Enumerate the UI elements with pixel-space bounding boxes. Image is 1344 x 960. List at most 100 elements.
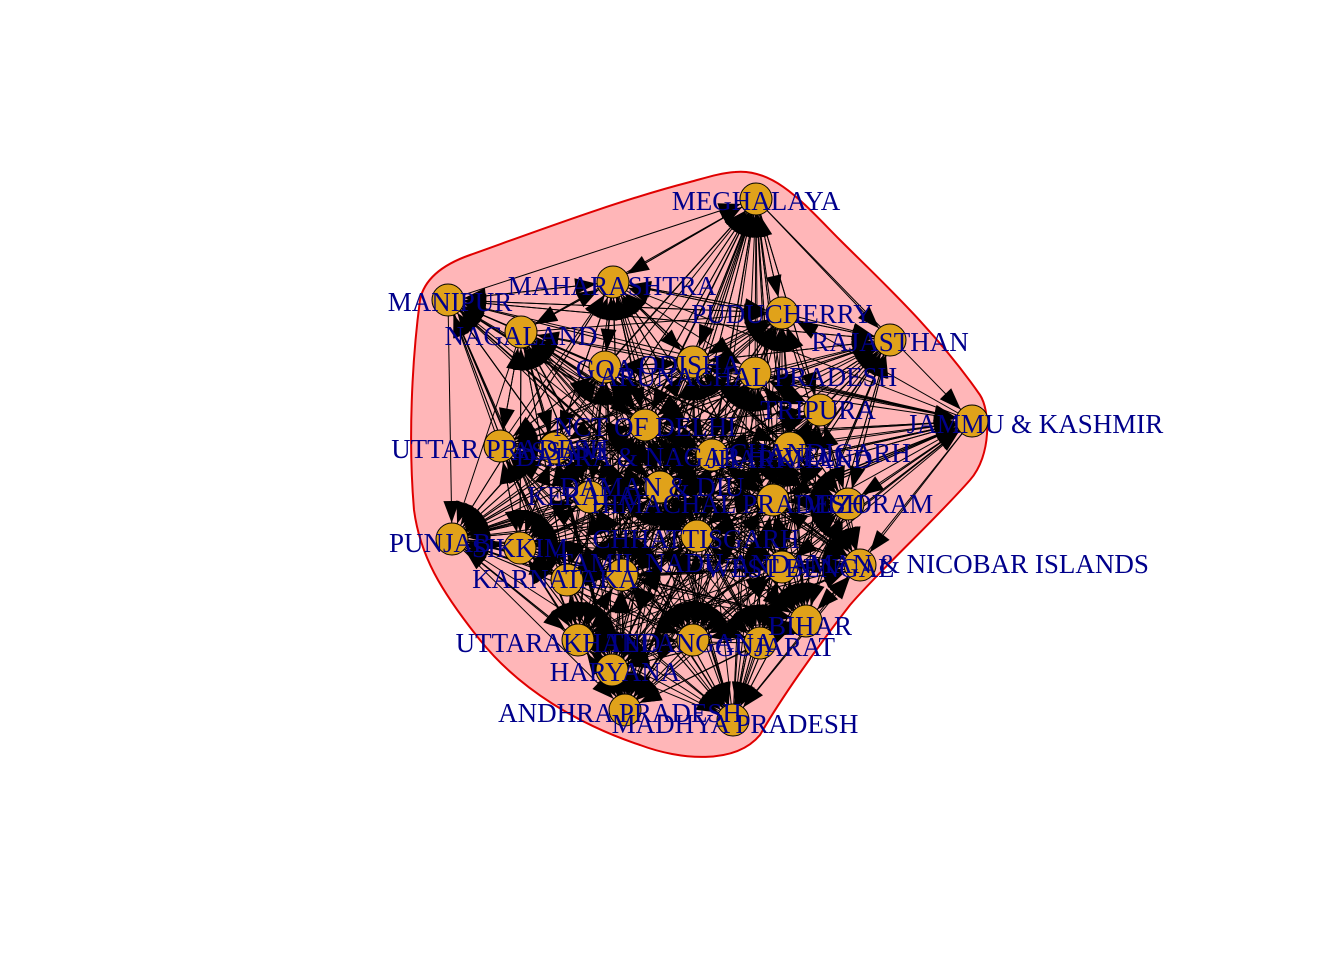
node-mizoram bbox=[831, 487, 865, 521]
node-layer bbox=[431, 182, 989, 737]
edge-arrowhead bbox=[612, 381, 631, 404]
edge-arrowhead bbox=[708, 349, 732, 366]
edge-arrowhead bbox=[634, 441, 651, 464]
edge-arrowhead bbox=[621, 467, 645, 483]
edge-arrowhead bbox=[699, 376, 716, 400]
edge-arrowhead bbox=[620, 633, 640, 657]
edge-arrowhead bbox=[861, 476, 884, 496]
edge bbox=[528, 345, 734, 721]
edge-arrowhead bbox=[636, 550, 660, 568]
edge-arrowhead bbox=[626, 676, 651, 692]
node-andhra-pradesh bbox=[608, 693, 642, 727]
node-label-punjab: PUNJAB bbox=[389, 528, 491, 558]
edge-arrowhead bbox=[619, 536, 636, 560]
node-label-bihar: BIHAR bbox=[768, 611, 852, 641]
edge-arrowhead bbox=[741, 511, 762, 534]
node-bihar bbox=[789, 604, 823, 638]
edge-arrowhead bbox=[578, 547, 600, 569]
edge-arrowhead bbox=[569, 453, 594, 470]
edge-arrowhead bbox=[663, 502, 679, 526]
edge-arrowhead bbox=[829, 465, 845, 489]
edge-arrowhead bbox=[465, 547, 489, 567]
edge-arrowhead bbox=[772, 589, 795, 611]
node-punjab bbox=[435, 522, 469, 556]
edge-arrowhead bbox=[583, 570, 607, 587]
node-label-daman-diu: DAMAN & DIU bbox=[560, 472, 745, 502]
node-label-kerala: KERALA bbox=[527, 481, 637, 511]
edge-arrowhead bbox=[688, 601, 705, 625]
node-label-andhra-pradesh: ANDHRA PRADESH bbox=[498, 698, 742, 728]
edge bbox=[692, 361, 957, 419]
node-assam bbox=[538, 431, 572, 465]
edge-arrowhead bbox=[936, 430, 959, 450]
edge-arrowhead bbox=[709, 545, 732, 566]
edge-arrowhead bbox=[512, 416, 536, 437]
edge-arrowhead bbox=[708, 367, 732, 383]
edge-arrowhead bbox=[674, 462, 698, 479]
node-label-uttar-pradesh: UTTAR PRADESH bbox=[391, 434, 609, 464]
edge bbox=[781, 425, 817, 568]
edge bbox=[506, 460, 613, 671]
edge-arrowhead bbox=[464, 507, 486, 529]
edge bbox=[452, 314, 501, 447]
node-sikkim bbox=[503, 531, 537, 565]
node-nct-of-delhi bbox=[628, 408, 662, 442]
node-label-dadra-nagar-haveli: DADRA & NAGAR HAVELI bbox=[516, 442, 845, 472]
node-kerala bbox=[573, 480, 607, 514]
edge-arrowhead bbox=[499, 407, 515, 431]
node-tamil-nadu bbox=[605, 558, 639, 592]
edge-arrowhead bbox=[535, 549, 559, 566]
edge-arrowhead bbox=[528, 346, 547, 370]
edge-arrowhead bbox=[802, 425, 818, 449]
edge-arrowhead bbox=[688, 497, 705, 520]
node-meghalaya bbox=[739, 182, 773, 216]
edge-arrowhead bbox=[774, 463, 790, 487]
edge-arrowhead bbox=[809, 483, 833, 499]
edge-arrowhead bbox=[560, 409, 576, 433]
edge-arrowhead bbox=[712, 534, 736, 551]
edge-arrowhead bbox=[504, 509, 521, 533]
edge-arrowhead bbox=[717, 380, 741, 399]
edge-arrowhead bbox=[663, 374, 684, 398]
edge-arrowhead bbox=[743, 307, 766, 324]
edge-arrowhead bbox=[528, 561, 548, 585]
node-label-madhya-pradesh: MADHYA PRADESH bbox=[612, 709, 859, 739]
node-goa bbox=[588, 350, 622, 384]
edge-arrowhead bbox=[733, 606, 752, 630]
edge bbox=[499, 294, 605, 447]
edge-arrowhead bbox=[823, 518, 841, 542]
edge-arrowhead bbox=[775, 515, 791, 539]
edge-arrowhead bbox=[671, 497, 694, 519]
edge bbox=[566, 439, 639, 581]
edge-arrowhead bbox=[707, 336, 731, 355]
node-telangana bbox=[676, 623, 710, 657]
edge-arrowhead bbox=[823, 425, 839, 449]
edge-arrowhead bbox=[621, 360, 644, 377]
edge-arrowhead bbox=[815, 471, 837, 493]
edge-arrowhead bbox=[512, 455, 536, 476]
edge-arrowhead bbox=[689, 377, 706, 401]
edge-arrowhead bbox=[727, 611, 749, 632]
edge-arrowhead bbox=[638, 565, 661, 582]
edge-arrowhead bbox=[593, 619, 617, 635]
edge-arrowhead bbox=[744, 389, 761, 412]
edge bbox=[451, 295, 605, 540]
edge-arrowhead bbox=[801, 371, 817, 395]
node-label-karnataka: KARNATAKA bbox=[472, 564, 638, 594]
edge-arrowhead bbox=[785, 509, 809, 530]
edge bbox=[639, 642, 761, 704]
node-label-haryana: HARYANA bbox=[550, 657, 681, 687]
edge-arrowhead bbox=[812, 513, 835, 533]
edge-arrowhead bbox=[789, 494, 812, 510]
node-himachal-pradesh bbox=[756, 483, 790, 517]
edge-arrowhead bbox=[531, 515, 553, 537]
edge-arrowhead bbox=[676, 601, 693, 625]
node-label-chhattisgarh: CHHATTISGARH bbox=[592, 524, 799, 554]
edge-arrowhead bbox=[869, 530, 890, 553]
node-label-jharkhand: JHARKHAND bbox=[707, 444, 872, 474]
edge-arrowhead bbox=[521, 458, 543, 480]
node-label-sikkim: SIKKIM bbox=[472, 533, 568, 563]
edge-arrowhead bbox=[659, 431, 683, 448]
edge-arrowhead bbox=[594, 632, 617, 649]
